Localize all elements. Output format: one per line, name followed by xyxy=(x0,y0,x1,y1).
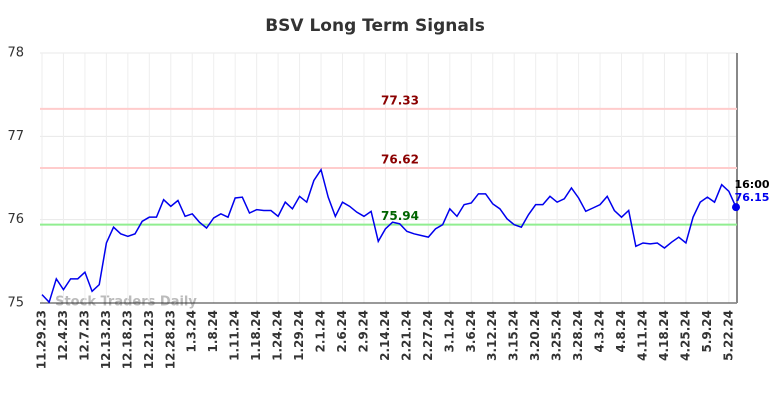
x-tick-label: 2.27.24 xyxy=(421,310,435,361)
x-tick-label: 2.6.24 xyxy=(335,310,349,353)
x-tick-label: 12.21.23 xyxy=(142,310,156,369)
x-tick-label: 4.3.24 xyxy=(593,310,607,353)
level-label: 75.94 xyxy=(381,209,419,223)
y-tick-label: 75 xyxy=(7,296,24,311)
x-tick-label: 1.29.24 xyxy=(292,310,306,361)
x-tick-label: 3.1.24 xyxy=(442,310,456,353)
x-tick-label: 3.25.24 xyxy=(550,310,564,361)
x-tick-label: 2.14.24 xyxy=(378,310,392,361)
level-label: 76.62 xyxy=(381,153,419,167)
x-tick-label: 11.29.23 xyxy=(35,310,49,369)
price-line xyxy=(41,167,737,304)
x-tick-label: 12.4.23 xyxy=(56,310,70,361)
watermark: Stock Traders Daily xyxy=(55,295,197,310)
x-tick-label: 12.18.23 xyxy=(120,310,134,369)
x-tick-label: 12.7.23 xyxy=(77,310,91,361)
x-tick-label: 2.21.24 xyxy=(399,310,413,361)
x-tick-label: 3.28.24 xyxy=(571,310,585,361)
x-tick-label: 4.18.24 xyxy=(657,310,671,361)
x-tick-label: 1.3.24 xyxy=(185,310,199,353)
last-time: 16:00 xyxy=(734,178,769,191)
y-tick-label: 77 xyxy=(7,129,24,144)
x-tick-label: 4.11.24 xyxy=(635,310,649,361)
x-tick-label: 3.6.24 xyxy=(464,310,478,353)
last-point xyxy=(732,203,740,212)
x-tick-label: 4.8.24 xyxy=(614,310,628,353)
level-label: 77.33 xyxy=(381,93,419,107)
x-tick-label: 1.8.24 xyxy=(206,310,220,353)
x-tick-label: 1.24.24 xyxy=(271,310,285,361)
x-tick-label: 1.11.24 xyxy=(228,310,242,361)
x-tick-label: 4.25.24 xyxy=(678,310,692,361)
x-tick-label: 12.28.23 xyxy=(163,310,177,369)
x-tick-label: 5.22.24 xyxy=(721,310,735,361)
x-tick-label: 12.13.23 xyxy=(99,310,113,369)
x-tick-label: 3.12.24 xyxy=(485,310,499,361)
x-tick-label: 3.20.24 xyxy=(528,310,542,361)
chart-title: BSV Long Term Signals xyxy=(265,16,485,36)
x-tick-label: 2.1.24 xyxy=(314,310,328,353)
last-value: 76.15 xyxy=(735,191,770,204)
y-tick-label: 78 xyxy=(7,46,24,61)
x-tick-label: 5.9.24 xyxy=(700,310,714,353)
x-tick-label: 1.18.24 xyxy=(249,310,263,361)
y-tick-label: 76 xyxy=(7,212,24,227)
x-tick-label: 3.15.24 xyxy=(507,310,521,361)
x-tick-label: 2.9.24 xyxy=(356,310,370,353)
